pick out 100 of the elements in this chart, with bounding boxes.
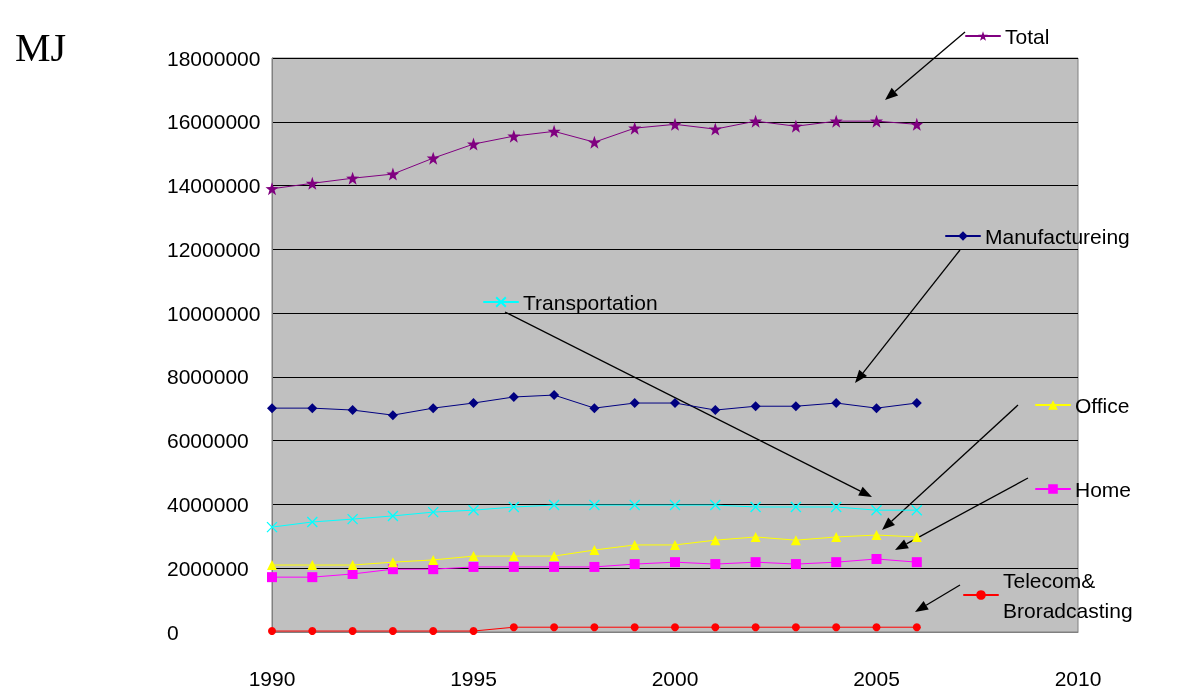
point (670, 539, 680, 550)
point (467, 137, 480, 151)
point (911, 531, 922, 542)
point (469, 627, 478, 636)
point (629, 539, 640, 550)
point (670, 398, 680, 409)
point (507, 129, 521, 143)
point (791, 623, 800, 632)
point (426, 151, 440, 165)
point (467, 504, 480, 516)
legend-label: Total (1005, 24, 1050, 48)
point (347, 405, 358, 416)
legend-label: Office (1075, 393, 1130, 417)
point (509, 623, 518, 632)
point (829, 114, 843, 128)
point (830, 501, 842, 513)
point (708, 122, 722, 136)
y-tick-label: 10000000 (167, 301, 261, 325)
point (668, 117, 682, 131)
point (267, 560, 277, 571)
point (709, 499, 721, 511)
point (710, 405, 721, 416)
point (710, 535, 721, 546)
point (307, 560, 318, 571)
point (348, 627, 357, 636)
x-tick-label: 2005 (853, 667, 900, 690)
point (831, 557, 842, 568)
point (588, 499, 601, 511)
point (871, 530, 882, 541)
x-tick-label: 1995 (450, 667, 497, 690)
point (468, 551, 479, 562)
point (508, 391, 519, 402)
point (910, 117, 924, 131)
point (387, 410, 398, 421)
point (508, 551, 519, 562)
point (267, 572, 277, 583)
x-tick-label: 1990 (248, 667, 296, 690)
point (388, 627, 397, 636)
point (387, 557, 398, 568)
point (790, 401, 801, 412)
point (710, 559, 721, 570)
point (508, 501, 520, 513)
point (671, 623, 679, 632)
point (547, 124, 561, 138)
point (629, 398, 640, 409)
point (308, 627, 317, 636)
point (832, 623, 841, 632)
point (305, 176, 319, 190)
point (468, 398, 479, 409)
point (306, 516, 318, 528)
y-tick-label: 4000000 (167, 492, 249, 516)
point (428, 403, 439, 414)
point (428, 564, 439, 575)
point (911, 398, 922, 409)
point (871, 403, 882, 414)
point (751, 623, 760, 632)
point (549, 551, 560, 562)
y-tick-label: 18000000 (167, 46, 261, 70)
y-tick-label: 8000000 (167, 365, 249, 389)
point (307, 403, 318, 414)
point (427, 506, 439, 518)
point (871, 553, 882, 564)
point (548, 499, 560, 511)
point (912, 623, 921, 632)
point (265, 182, 279, 196)
point (790, 501, 802, 513)
point (711, 623, 720, 632)
legend-label: Home (1075, 477, 1132, 501)
point (266, 521, 278, 533)
point (589, 561, 600, 572)
y-tick-label: 6000000 (167, 429, 249, 453)
point (831, 398, 842, 409)
point (347, 568, 358, 579)
point (870, 114, 883, 128)
y-tick-label: 2000000 (167, 556, 249, 580)
point (670, 557, 680, 568)
x-tick-label: 2000 (651, 667, 699, 690)
y-axis-title: MJ (15, 24, 67, 70)
point (669, 499, 681, 511)
point (549, 390, 560, 401)
point (911, 557, 922, 568)
point (911, 504, 923, 516)
point (549, 561, 560, 572)
point (346, 513, 359, 525)
point (831, 531, 842, 542)
point (428, 554, 439, 565)
point (790, 535, 801, 546)
point (307, 572, 318, 583)
y-tick-label: 12000000 (167, 237, 261, 261)
point (749, 114, 763, 128)
point (386, 167, 400, 181)
point (387, 510, 399, 522)
point (629, 499, 641, 511)
point (790, 559, 801, 570)
point (346, 171, 360, 185)
point (590, 623, 599, 632)
point (589, 545, 600, 556)
point (429, 627, 438, 636)
y-tick-label: 16000000 (167, 110, 261, 134)
point (750, 557, 761, 568)
